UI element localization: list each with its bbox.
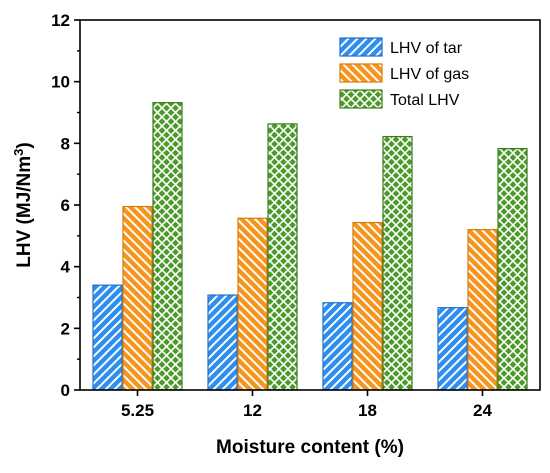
y-tick-label: 8: [61, 134, 70, 153]
legend-swatch-lhv-of-tar: [339, 37, 383, 57]
y-tick-label: 4: [61, 258, 71, 277]
y-axis-title-superscript: 3: [11, 149, 26, 156]
bar-total-lhv-12: [267, 123, 298, 391]
y-tick-label: 6: [61, 196, 70, 215]
bar-lhv-of-tar-5.25: [92, 284, 123, 391]
bar-lhv-of-gas-18: [352, 221, 383, 391]
bar-lhv-of-tar-18: [322, 302, 353, 391]
legend: LHV of tar LHV of gas Total LHV: [339, 37, 469, 109]
bar-total-lhv-18: [382, 135, 413, 391]
legend-label: LHV of gas: [390, 66, 469, 83]
x-tick-label: 12: [243, 401, 262, 420]
y-axis-title: LHV (MJ/Nm3): [11, 142, 36, 267]
y-tick-label: 0: [61, 381, 70, 400]
bars-layer: [92, 102, 528, 391]
y-axis-title-main: LHV (MJ/Nm: [14, 156, 35, 268]
y-tick-label: 2: [61, 319, 70, 338]
bar-lhv-of-tar-24: [437, 307, 468, 391]
bar-lhv-of-gas-24: [467, 229, 498, 391]
x-tick-label: 18: [358, 401, 377, 420]
y-axis-title-end: ): [14, 142, 35, 148]
bar-total-lhv-5.25: [152, 102, 183, 391]
bar-lhv-of-gas-5.25: [122, 205, 153, 391]
y-tick-label: 10: [51, 73, 70, 92]
x-tick-label: 5.25: [121, 401, 154, 420]
legend-label: Total LHV: [390, 92, 460, 109]
bar-lhv-of-gas-12: [237, 217, 268, 391]
x-tick-label: 24: [473, 401, 492, 420]
legend-label: LHV of tar: [390, 40, 463, 57]
legend-swatch-lhv-of-gas: [339, 63, 383, 83]
x-axis-title: Moisture content (%): [216, 437, 404, 458]
bar-total-lhv-24: [497, 147, 528, 391]
bar-lhv-of-tar-12: [207, 294, 238, 391]
y-tick-label: 12: [51, 11, 70, 30]
legend-swatch-total-lhv: [339, 89, 383, 109]
